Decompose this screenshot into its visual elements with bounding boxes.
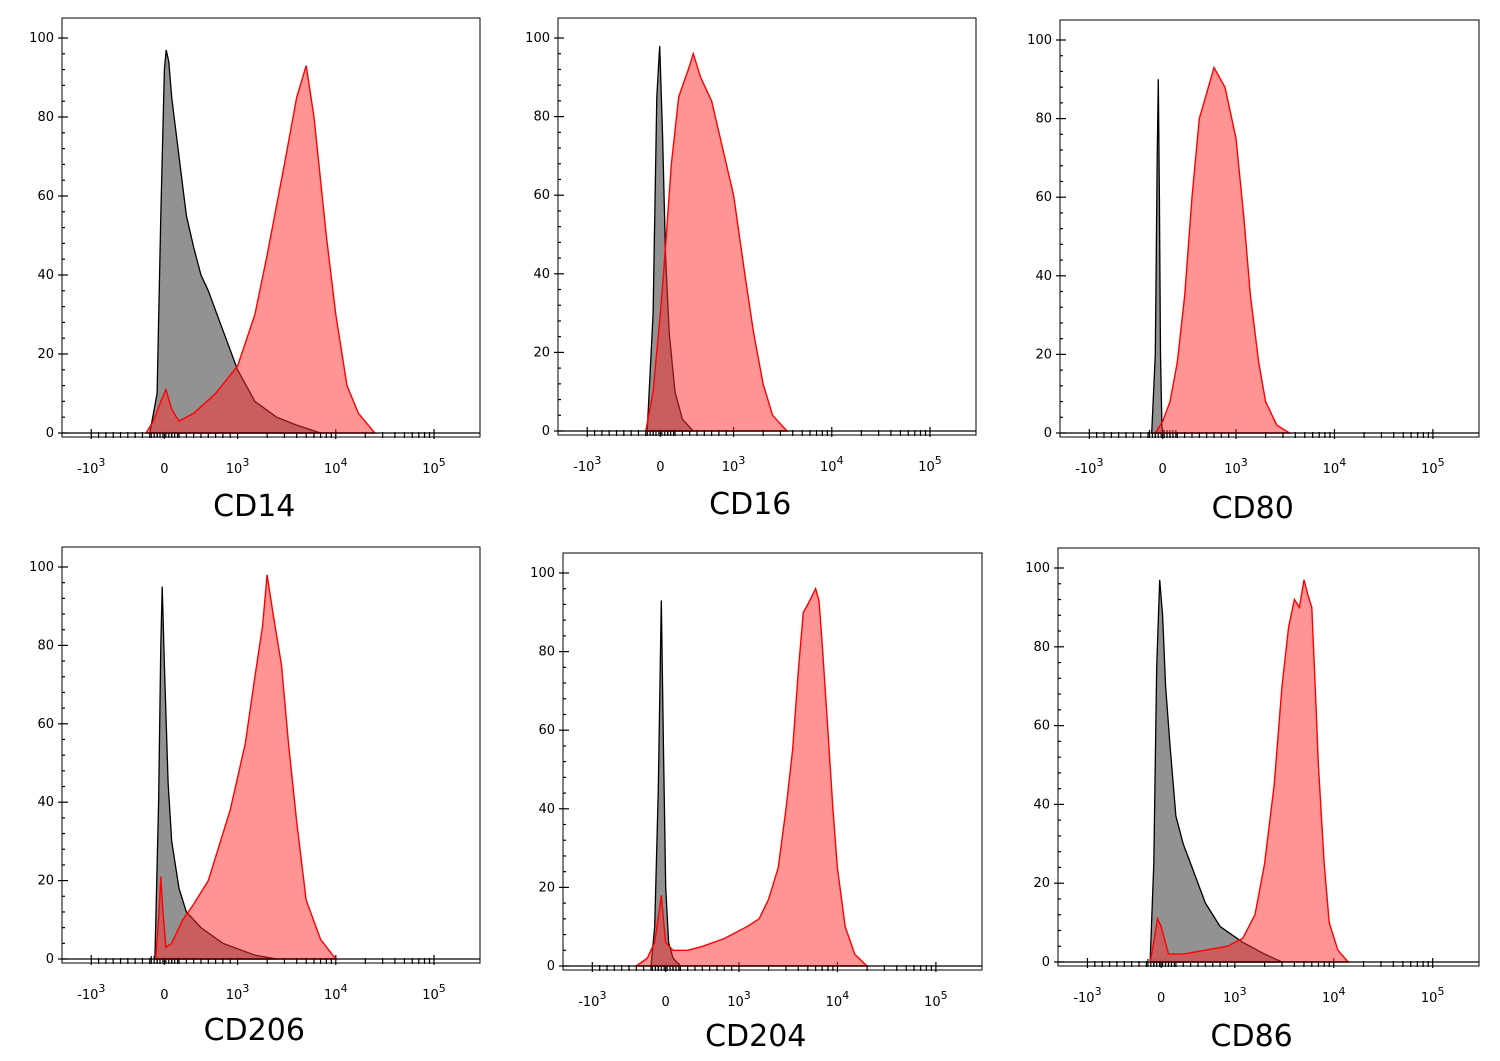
y-tick-label: 80 [37, 638, 54, 653]
y-tick-label: 80 [538, 645, 555, 660]
x-tick-label: 105 [1421, 456, 1445, 477]
y-tick-label: 60 [1035, 190, 1052, 205]
y-tick-label: 0 [46, 952, 54, 967]
y-tick-label: 0 [1044, 426, 1052, 441]
x-tick-label: -103 [578, 989, 606, 1010]
stained-histogram [634, 586, 869, 967]
y-tick-label: 40 [37, 795, 54, 810]
x-tick-label: 104 [820, 454, 844, 475]
y-tick-label: 100 [29, 31, 54, 46]
x-tick-label: 0 [662, 995, 670, 1010]
x-tick-label: 0 [160, 462, 168, 477]
x-tick-label: 103 [727, 989, 751, 1010]
y-tick-label: 60 [1033, 719, 1050, 734]
histogram-panel-cd14: 0 20 40 60 80 100 -103 0 103 104 105 CD14 [29, 17, 481, 524]
x-tick-label: 104 [1322, 985, 1346, 1006]
y-tick-label: 40 [1033, 797, 1050, 812]
x-tick-label: 104 [1323, 456, 1347, 477]
x-tick-label: 104 [324, 456, 348, 477]
x-tick-label: 104 [826, 989, 850, 1010]
x-tick-label: 103 [226, 982, 250, 1003]
x-tick-label: -103 [573, 454, 601, 475]
control-histogram [650, 600, 682, 967]
stained-histogram [1154, 65, 1293, 434]
x-axis-label: CD16 [709, 487, 791, 522]
x-axis-label: CD204 [705, 1019, 806, 1054]
x-tick-label: 103 [722, 454, 746, 475]
histogram-panel-cd204: 0 20 40 60 80 100 -103 0 103 104 105 CD204 [530, 552, 983, 1054]
x-axis-label: CD14 [213, 489, 295, 524]
y-tick-label: 0 [547, 959, 555, 974]
control-histogram [1151, 79, 1164, 434]
x-tick-label: 105 [422, 982, 446, 1003]
histogram-panel-cd86: 0 20 40 60 80 100 -103 0 103 104 105 CD86 [1025, 547, 1480, 1054]
y-tick-label: 80 [1035, 112, 1052, 127]
x-tick-label: 0 [1157, 991, 1165, 1006]
histogram-panel-cd80: 0 20 40 60 80 100 -103 0 103 104 105 CD80 [1027, 19, 1480, 526]
y-tick-label: 60 [533, 188, 550, 203]
y-tick-label: 40 [538, 802, 555, 817]
y-tick-label: 20 [538, 880, 555, 895]
y-tick-label: 0 [46, 426, 54, 441]
x-tick-label: 105 [924, 989, 948, 1010]
x-tick-label: 105 [422, 456, 446, 477]
plot-frame [557, 17, 977, 436]
y-tick-label: 100 [530, 566, 555, 581]
y-tick-label: 20 [37, 874, 54, 889]
y-tick-label: 60 [37, 717, 54, 732]
y-tick-label: 20 [533, 345, 550, 360]
y-tick-label: 0 [542, 424, 550, 439]
y-tick-label: 100 [29, 560, 54, 575]
y-tick-label: 20 [37, 347, 54, 362]
x-axis-label: CD80 [1212, 491, 1294, 526]
x-tick-label: 103 [1223, 985, 1247, 1006]
stained-histogram [644, 51, 789, 432]
y-tick-label: 20 [1035, 347, 1052, 362]
y-tick-label: 60 [37, 189, 54, 204]
y-tick-label: 0 [1042, 955, 1050, 970]
histogram-panel-cd206: 0 20 40 60 80 100 -103 0 103 104 105 CD206 [29, 546, 481, 1048]
y-tick-label: 40 [1035, 269, 1052, 284]
y-tick-label: 20 [1033, 876, 1050, 891]
y-tick-label: 100 [525, 31, 550, 46]
y-tick-label: 100 [1027, 33, 1052, 48]
x-tick-label: 104 [324, 982, 348, 1003]
plot-frame [1059, 19, 1480, 438]
y-tick-label: 100 [1025, 561, 1050, 576]
x-axis-label: CD86 [1211, 1019, 1293, 1054]
y-tick-label: 60 [538, 723, 555, 738]
x-tick-label: -103 [77, 456, 105, 477]
y-tick-label: 40 [533, 267, 550, 282]
x-tick-label: 105 [1421, 985, 1445, 1006]
x-tick-label: 0 [160, 988, 168, 1003]
x-tick-label: 0 [1159, 462, 1167, 477]
x-tick-label: -103 [1073, 985, 1101, 1006]
y-tick-label: 80 [1033, 640, 1050, 655]
stained-histogram [1149, 579, 1350, 963]
stained-histogram [154, 574, 338, 960]
x-tick-label: 0 [656, 460, 664, 475]
stained-histogram [144, 65, 377, 434]
histogram-panel-cd16: 0 20 40 60 80 100 -103 0 103 104 105 CD16 [525, 17, 977, 522]
y-tick-label: 80 [37, 110, 54, 125]
x-tick-label: -103 [1075, 456, 1103, 477]
x-tick-label: -103 [77, 982, 105, 1003]
x-tick-label: 105 [918, 454, 942, 475]
x-axis-label: CD206 [204, 1013, 305, 1048]
x-tick-label: 103 [226, 456, 250, 477]
y-tick-label: 80 [533, 110, 550, 125]
y-tick-label: 40 [37, 268, 54, 283]
x-tick-label: 103 [1224, 456, 1248, 477]
